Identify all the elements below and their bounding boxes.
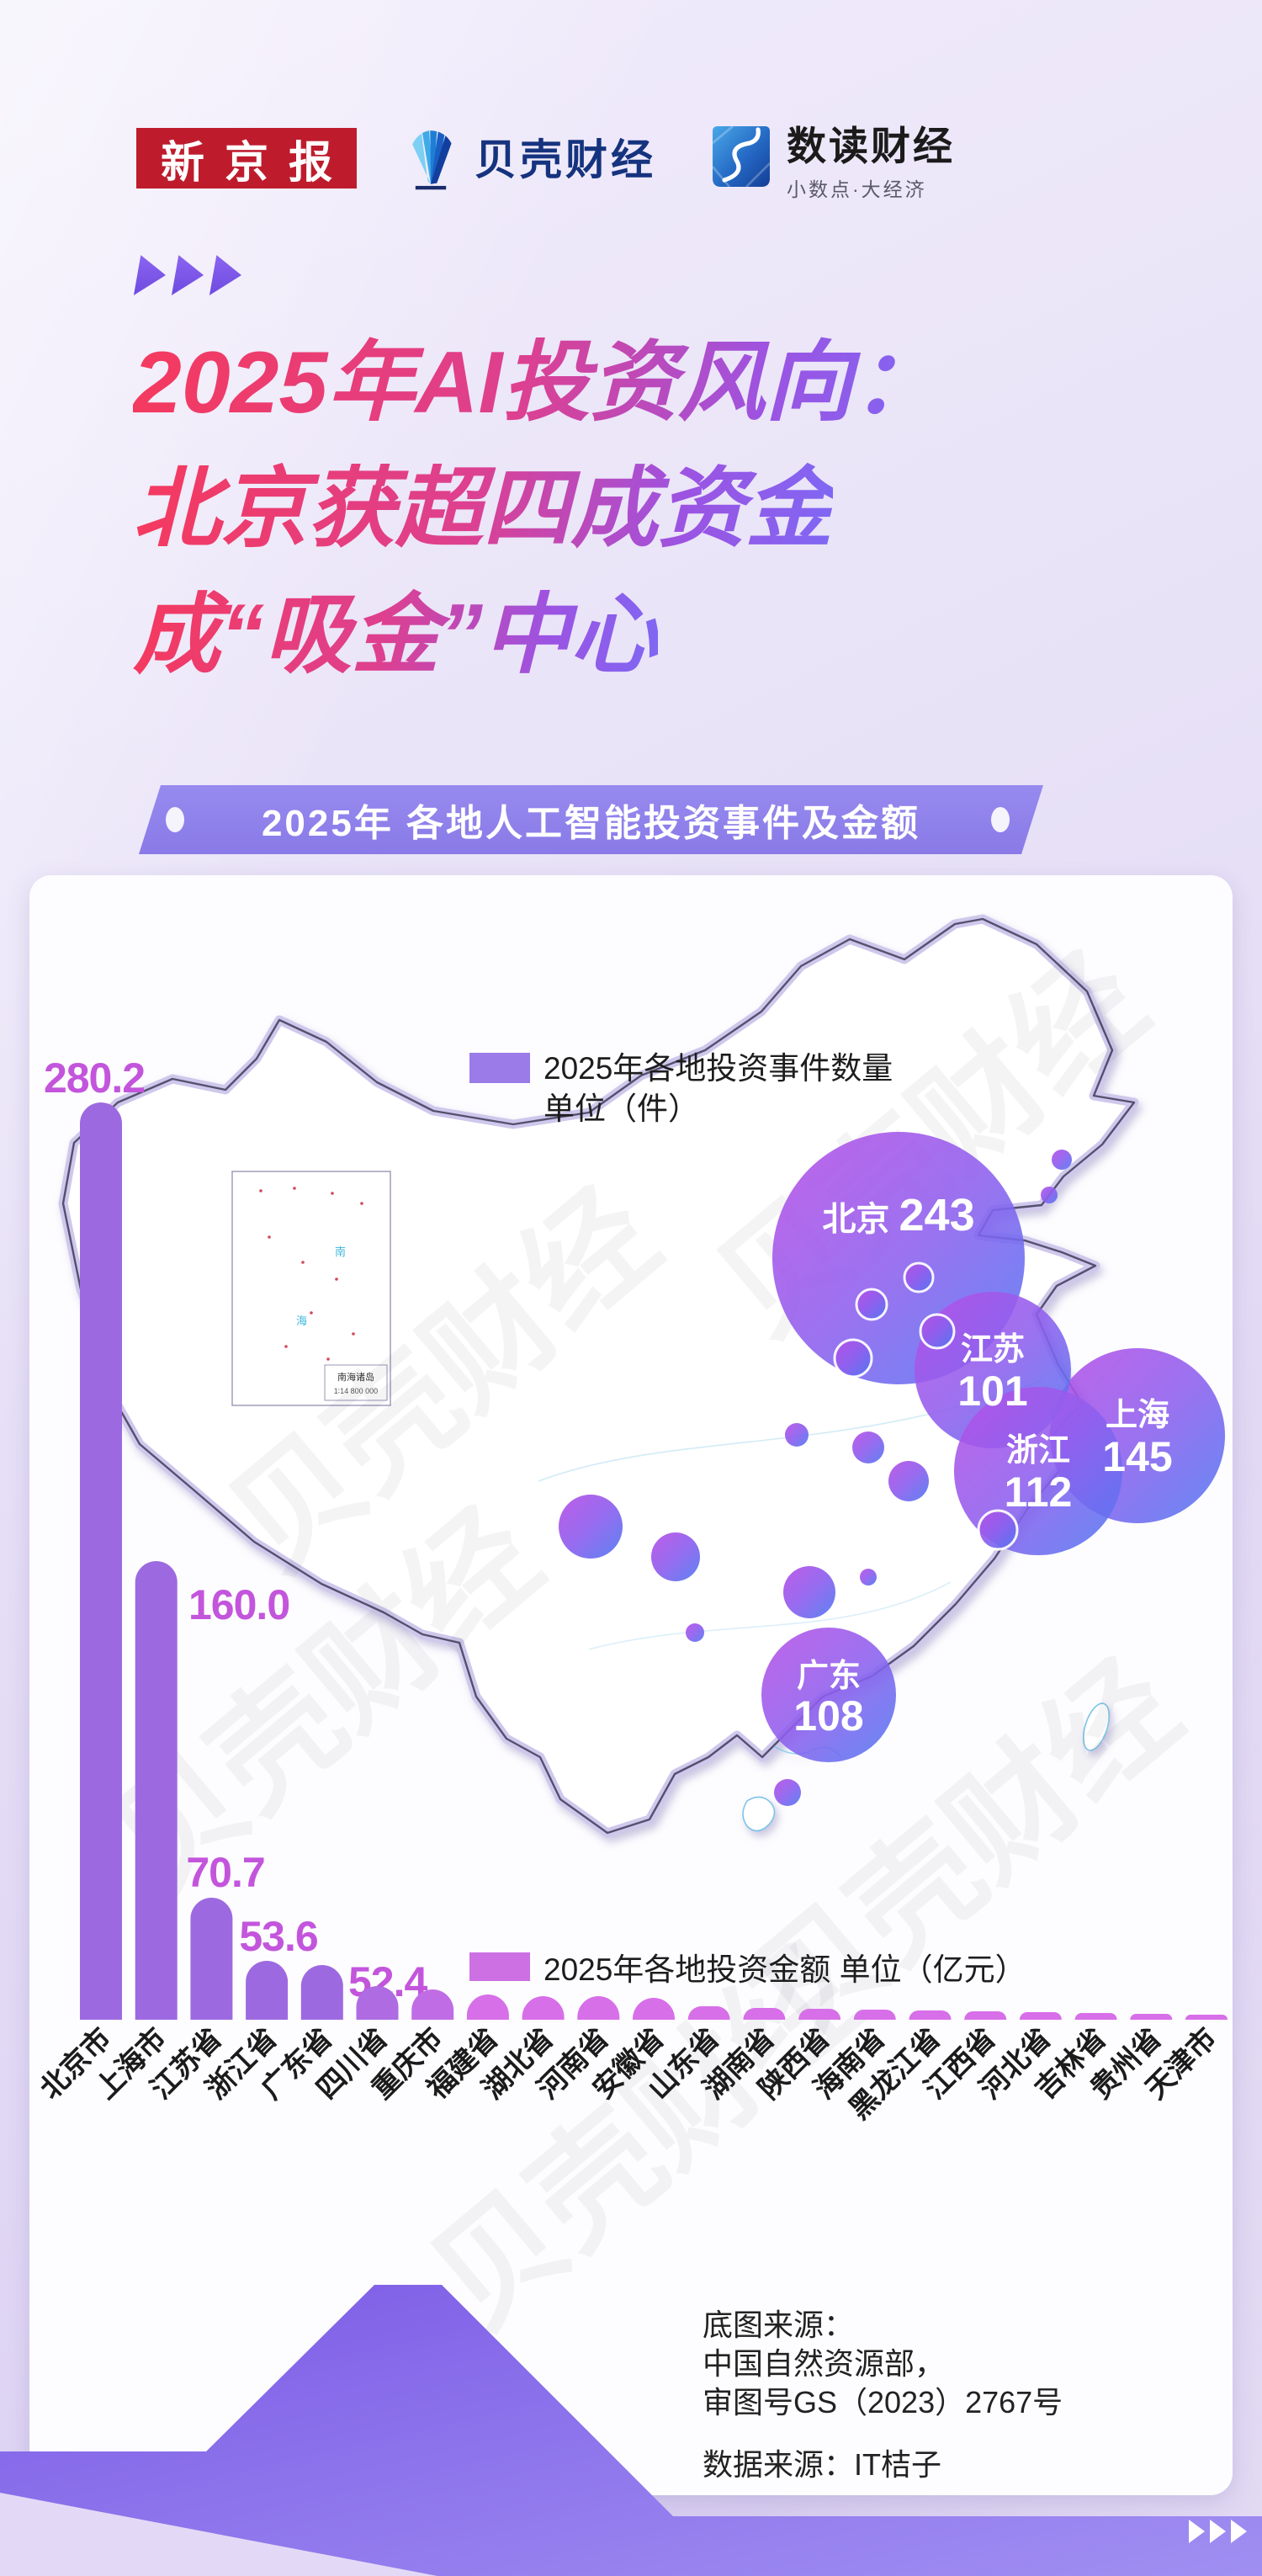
source-line-2: 中国自然资源部， — [703, 2346, 946, 2381]
title-line-3: 成“吸金”中心 — [133, 572, 658, 698]
xinjingbao-logo-text: 新京报 — [160, 139, 353, 188]
page-title: 2025年AI投资风向： 北京获超四成资金 成“吸金”中心 — [133, 320, 940, 698]
shudu-finance-slogan: 小数点·大经济 — [787, 178, 927, 200]
shudu-finance-icon — [711, 125, 771, 188]
legend-amount-text: 2025年各地投资金额 单位（亿元） — [544, 1952, 1026, 1987]
legend-investment-amount: 2025年各地投资金额 单位（亿元） — [469, 1944, 1026, 1989]
title-line-2: 北京获超四成资金 — [133, 446, 833, 572]
shudu-finance-logo-text: 数读财经 — [787, 124, 955, 168]
source-line-3: 审图号GS（2023）2767号 — [703, 2385, 1063, 2419]
title-line-1: 2025年AI投资风向： — [133, 320, 940, 446]
intro-arrows-icon — [137, 255, 241, 295]
data-source-line: 数据来源：IT桔子 — [703, 2447, 941, 2482]
legend-events-line2: 单位（件） — [544, 1091, 699, 1126]
shudu-finance-logo: 数读财经 小数点·大经济 — [709, 123, 955, 202]
legend-amount-swatch — [469, 1952, 530, 1981]
banner-dot-right — [991, 807, 1010, 832]
source-note: 底图来源： 中国自然资源部， 审图号GS（2023）2767号 数据来源：IT桔… — [703, 2306, 1063, 2484]
legend-events-swatch — [469, 1053, 530, 1083]
shell-icon — [412, 130, 452, 190]
beike-finance-logo: 贝壳财经 — [399, 123, 656, 190]
footer-light-triangle — [0, 2493, 437, 2576]
legend-events-line1: 2025年各地投资事件数量 — [544, 1051, 893, 1086]
section-banner: 2025年 各地人工智能投资事件及金额 — [139, 785, 1043, 854]
beike-finance-logo-text: 贝壳财经 — [475, 136, 656, 183]
source-line-1: 底图来源： — [703, 2308, 855, 2342]
section-banner-text: 2025年 各地人工智能投资事件及金额 — [261, 803, 921, 844]
banner-dot-left — [166, 807, 184, 832]
legend-investment-events: 2025年各地投资事件数量 单位（件） — [469, 1049, 893, 1129]
footer-arrows-icon — [1189, 2520, 1247, 2543]
xinjingbao-logo: 新京报 — [136, 128, 357, 189]
